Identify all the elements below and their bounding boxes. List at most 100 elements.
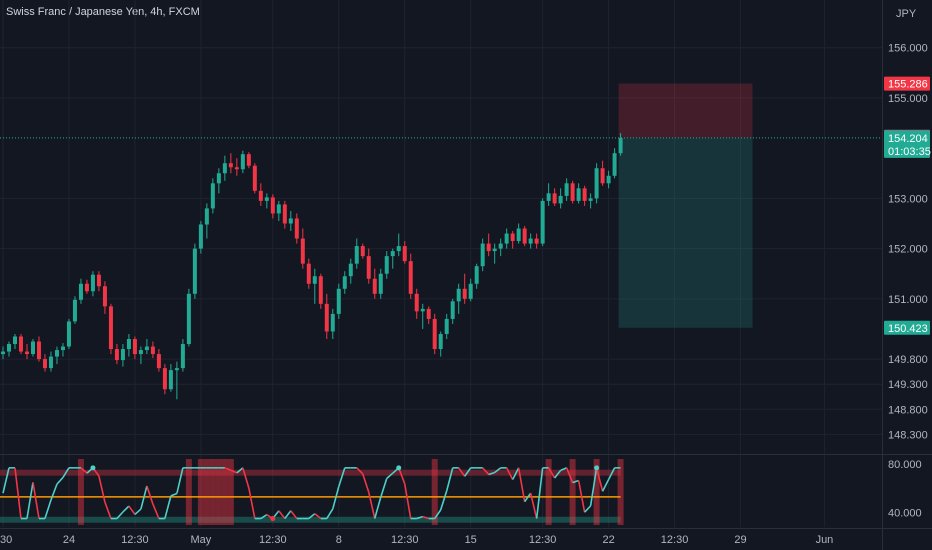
candle-body — [18, 336, 23, 352]
oscillator-line — [224, 467, 232, 471]
candle-body — [60, 346, 65, 351]
candle-body — [558, 195, 563, 204]
oscillator-line — [445, 467, 454, 492]
candle-body — [546, 193, 551, 201]
oscillator-line — [332, 486, 340, 510]
candle-body — [222, 163, 227, 174]
last-price-label-countdown: 01:03:35 — [888, 146, 931, 158]
oscillator-line — [32, 482, 40, 519]
oscillator-line — [572, 479, 579, 484]
signal-highlight — [431, 459, 438, 525]
y-tick-label: 156.000 — [888, 43, 928, 55]
candle-body — [540, 200, 545, 244]
candle-body — [312, 276, 317, 284]
oscillator-line — [14, 467, 22, 519]
candle-body — [180, 344, 185, 369]
y-tick-label: 149.300 — [888, 379, 928, 391]
oscillator-line — [62, 467, 70, 478]
signal-highlight — [617, 459, 624, 525]
candle-body — [378, 273, 383, 294]
oscillator-line — [511, 467, 520, 480]
oscillator-line — [416, 515, 423, 520]
candle-body — [468, 283, 473, 299]
oscillator-line — [422, 515, 429, 520]
signal-highlight — [209, 459, 216, 525]
oscillator-line — [547, 467, 556, 479]
oscillator-line — [242, 467, 250, 489]
candle-body — [510, 233, 515, 242]
candle-body — [492, 248, 497, 252]
candle-body — [414, 293, 419, 312]
candle-body — [450, 301, 455, 319]
candle-body — [192, 248, 197, 294]
oscillator-line — [517, 467, 526, 502]
oscillator-line — [607, 467, 616, 480]
oscillator-line — [560, 467, 567, 472]
oscillator-line — [164, 495, 172, 519]
oscillator-line — [523, 492, 532, 503]
candle-body — [186, 293, 191, 345]
candle-body — [504, 233, 509, 244]
candle-body — [84, 283, 89, 292]
candle-body — [318, 276, 323, 304]
oscillator-line — [595, 467, 604, 492]
candle-body — [330, 313, 335, 332]
oscillator-line — [104, 501, 112, 519]
candle-body — [534, 238, 539, 244]
signal-highlight — [227, 459, 234, 525]
candle-body — [444, 318, 449, 334]
candle-body — [108, 306, 113, 350]
oscillator-line — [584, 505, 592, 513]
oscillator-line — [122, 505, 130, 513]
candle-body — [426, 308, 431, 319]
candle-body — [432, 318, 437, 350]
oscillator-line — [565, 467, 574, 483]
oscillator-line — [488, 471, 495, 476]
candle-body — [252, 165, 257, 191]
oscillator-marker — [594, 465, 600, 471]
x-tick-label: 12:30 — [121, 534, 149, 546]
x-tick-label: May — [190, 534, 211, 546]
candle-body — [480, 243, 485, 267]
candle-body — [336, 288, 341, 314]
candle-body — [48, 356, 53, 369]
oscillator-marker — [270, 516, 276, 522]
candle-body — [144, 346, 149, 351]
candle-body — [198, 224, 203, 249]
candle-body — [162, 368, 167, 390]
oscillator-line — [170, 492, 178, 497]
candle-body — [600, 168, 605, 184]
oscillator-line — [176, 467, 184, 494]
candle-body — [576, 188, 581, 201]
x-tick-label: 12:30 — [391, 534, 419, 546]
oscillator-line — [338, 467, 346, 487]
candle-body — [30, 341, 35, 355]
candle-body — [324, 303, 329, 332]
candle-body — [246, 154, 251, 166]
candle-body — [204, 208, 209, 225]
candle-body — [96, 274, 101, 287]
signal-highlight — [197, 459, 204, 525]
oscillator-line — [236, 467, 244, 474]
y-tick-label: 155.000 — [888, 93, 928, 105]
y-tick-label: 148.300 — [888, 429, 928, 441]
candle-body — [6, 344, 11, 352]
oscillator-line — [386, 472, 394, 480]
oscillator-line — [314, 513, 322, 520]
oscillator-line — [458, 467, 466, 477]
candle-body — [498, 243, 503, 249]
signal-highlight — [221, 459, 228, 525]
candle-body — [276, 204, 281, 214]
signal-highlight — [185, 459, 192, 525]
oscillator-line — [494, 467, 502, 474]
candle-body — [408, 261, 413, 294]
candle-body — [342, 276, 347, 289]
oscillator-line — [356, 467, 364, 475]
y-tick-label: 149.800 — [888, 354, 928, 366]
signal-highlight — [593, 459, 600, 525]
y-tick-label: 152.000 — [888, 244, 928, 256]
x-tick-label: 22 — [602, 534, 614, 546]
candle-body — [168, 370, 173, 390]
x-tick-label: 12:30 — [661, 534, 689, 546]
